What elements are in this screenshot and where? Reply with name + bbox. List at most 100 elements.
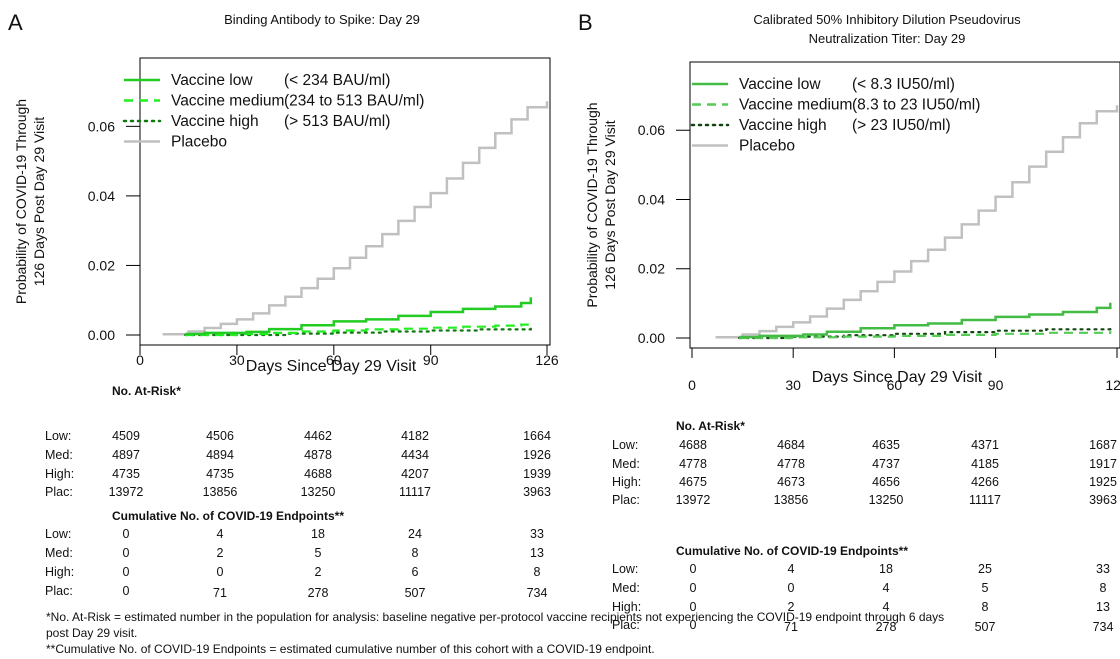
at-risk-row-label: Low: xyxy=(45,429,71,443)
endpoints-row-label: Low: xyxy=(45,527,71,541)
endpoints-row-label: Plac: xyxy=(45,584,73,598)
at-risk-cell: 4371 xyxy=(971,438,999,452)
at-risk-cell: 4207 xyxy=(401,467,429,481)
endpoints-row-label: Plac: xyxy=(612,618,640,632)
at-risk-cell: 1925 xyxy=(1089,475,1117,489)
endpoints-cell: 734 xyxy=(527,586,548,600)
endpoints-cell: 13 xyxy=(530,546,544,560)
endpoints-row-label: Low: xyxy=(612,562,638,576)
at-risk-cell: 4778 xyxy=(679,457,707,471)
panel-a: A Binding Antibody to Spike: Day 29 0.00 0.… xyxy=(8,10,559,600)
y-tick-label: 0.02 xyxy=(638,261,665,277)
endpoints-cell: 4 xyxy=(883,600,890,614)
series-line-vaccine-low xyxy=(185,297,533,336)
plot-frame xyxy=(139,57,551,346)
at-risk-cell: 4735 xyxy=(112,467,140,481)
at-risk-cell: 4684 xyxy=(777,438,805,452)
at-risk-cell: 1664 xyxy=(523,429,551,443)
legend-range: (8.3 to 23 IU50/ml) xyxy=(852,97,980,114)
panel-label: B xyxy=(578,10,593,35)
endpoints-cell: 33 xyxy=(530,527,544,541)
at-risk-cell: 4462 xyxy=(304,429,332,443)
x-tick-label: 126 xyxy=(535,352,559,368)
at-risk-cell: 3963 xyxy=(523,485,551,499)
at-risk-title: No. At-Risk* xyxy=(112,384,181,398)
at-risk-row-label: Low: xyxy=(612,438,638,452)
at-risk-cell: 11117 xyxy=(399,485,431,499)
endpoints-cell: 0 xyxy=(123,565,130,579)
legend-label: Vaccine high xyxy=(739,117,827,134)
legend-label: Vaccine low xyxy=(739,76,821,93)
endpoints-cell: 0 xyxy=(690,600,697,614)
at-risk-cell: 13856 xyxy=(203,485,238,499)
legend-range: (> 23 IU50/ml) xyxy=(852,117,951,134)
endpoints-cell: 0 xyxy=(690,562,697,576)
at-risk-row-label: Plac: xyxy=(45,485,73,499)
at-risk-cell: 13250 xyxy=(869,493,904,507)
endpoints-cell: 6 xyxy=(412,565,419,579)
y-tick-label: 0.04 xyxy=(88,188,115,204)
endpoints-cell: 4 xyxy=(883,581,890,595)
endpoints-cell: 0 xyxy=(690,581,697,595)
chart-title: Neutralization Titer: Day 29 xyxy=(809,31,966,46)
endpoints-cell: 507 xyxy=(405,586,426,600)
x-tick-label: 60 xyxy=(887,377,903,393)
at-risk-cell: 4675 xyxy=(679,475,707,489)
endpoints-cell: 2 xyxy=(788,600,795,614)
endpoints-cell: 24 xyxy=(408,527,422,541)
at-risk-cell: 4735 xyxy=(206,467,234,481)
x-tick-label: 90 xyxy=(423,352,439,368)
at-risk-cell: 4635 xyxy=(872,438,900,452)
endpoints-cell: 0 xyxy=(123,584,130,598)
endpoints-cell: 18 xyxy=(879,562,893,576)
at-risk-cell: 4673 xyxy=(777,475,805,489)
y-tick-label: 0.00 xyxy=(638,330,665,346)
endpoints-cell: 507 xyxy=(975,620,996,634)
at-risk-cell: 13856 xyxy=(774,493,809,507)
x-tick-label: 0 xyxy=(136,352,144,368)
endpoints-cell: 8 xyxy=(1100,581,1107,595)
y-axis-label-line: Probability of COVID-19 Through xyxy=(13,99,29,304)
legend-range: (< 234 BAU/ml) xyxy=(284,72,390,89)
endpoints-row-label: Med: xyxy=(45,546,73,560)
at-risk-title: No. At-Risk* xyxy=(676,419,745,433)
at-risk-row-label: Med: xyxy=(45,448,73,462)
y-axis-label-line: Probability of COVID-19 Through xyxy=(584,102,600,307)
footnote-at-risk-cont: post Day 29 visit. xyxy=(46,626,138,640)
endpoints-cell: 8 xyxy=(412,546,419,560)
y-tick-label: 0.00 xyxy=(88,327,115,343)
y-axis-label: Probability of COVID-19 Through 126 Days … xyxy=(584,102,618,307)
endpoints-cell: 33 xyxy=(1096,562,1110,576)
at-risk-cell: 4778 xyxy=(777,457,805,471)
at-risk-row-label: Plac: xyxy=(612,493,640,507)
y-axis-label-line: 126 Days Post Day 29 Visit xyxy=(602,120,618,289)
at-risk-cell: 4182 xyxy=(401,429,429,443)
x-tick-label: 126 xyxy=(1105,377,1120,393)
legend-range: (234 to 513 BAU/ml) xyxy=(284,93,424,110)
endpoints-cell: 0 xyxy=(217,565,224,579)
chart-title: Binding Antibody to Spike: Day 29 xyxy=(224,12,420,27)
legend-label: Vaccine medium xyxy=(739,97,852,114)
plot-frame xyxy=(689,61,1120,349)
at-risk-cell: 13972 xyxy=(109,485,144,499)
footnote-endpoints: **Cumulative No. of COVID-19 Endpoints =… xyxy=(46,642,655,656)
x-tick-label: 0 xyxy=(688,377,696,393)
footnote-at-risk: *No. At-Risk = estimated number in the p… xyxy=(46,610,945,624)
legend-label: Placebo xyxy=(171,134,227,151)
at-risk-cell: 1926 xyxy=(523,448,551,462)
endpoints-row-label: High: xyxy=(612,600,641,614)
endpoints-cell: 13 xyxy=(1096,600,1110,614)
at-risk-cell: 4266 xyxy=(971,475,999,489)
at-risk-row-label: High: xyxy=(45,467,74,481)
at-risk-cell: 11117 xyxy=(969,493,1001,507)
series-line-vaccine-low xyxy=(739,302,1112,339)
x-tick-label: 60 xyxy=(326,352,342,368)
endpoints-title: Cumulative No. of COVID-19 Endpoints** xyxy=(112,509,344,523)
endpoints-cell: 0 xyxy=(123,527,130,541)
endpoints-row-label: High: xyxy=(45,565,74,579)
footnotes: *No. At-Risk = estimated number in the p… xyxy=(46,609,1106,657)
endpoints-cell: 278 xyxy=(876,620,897,634)
x-tick-label: 90 xyxy=(988,377,1004,393)
y-axis-label-line: 126 Days Post Day 29 Visit xyxy=(31,117,47,286)
